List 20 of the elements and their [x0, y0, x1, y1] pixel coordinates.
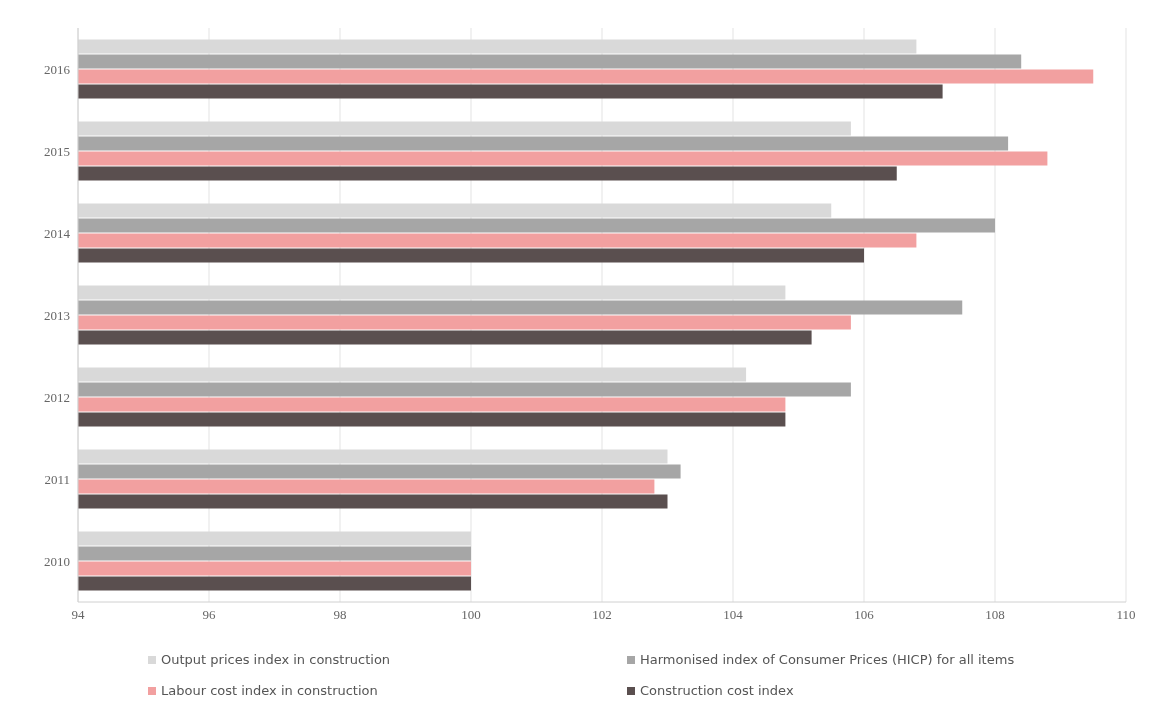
y-tick-label: 2014 — [44, 225, 71, 241]
y-tick-label: 2016 — [44, 61, 71, 77]
x-tick-label: 98 — [333, 607, 347, 623]
x-tick-label: 106 — [854, 607, 875, 623]
x-tick-label: 110 — [1116, 607, 1136, 623]
x-tick-label: 100 — [461, 607, 481, 623]
y-tick-label: 2015 — [44, 143, 70, 159]
legend-label: Harmonised index of Consumer Prices (HICP) for all items — [640, 652, 1015, 667]
y-tick-label: 2011 — [44, 471, 70, 487]
x-tick-label: 94 — [71, 607, 85, 623]
x-tick-label: 102 — [592, 607, 612, 623]
x-tick-label: 104 — [723, 607, 744, 623]
legend-label: Labour cost index in construction — [161, 683, 378, 698]
y-tick-label: 2010 — [44, 553, 70, 569]
legend-label: Construction cost index — [640, 683, 794, 698]
x-tick-label: 96 — [202, 607, 216, 623]
legend-label: Output prices index in construction — [161, 652, 391, 667]
y-tick-label: 2012 — [44, 389, 70, 405]
x-tick-label: 108 — [985, 607, 1005, 623]
y-tick-label: 2013 — [44, 307, 70, 323]
